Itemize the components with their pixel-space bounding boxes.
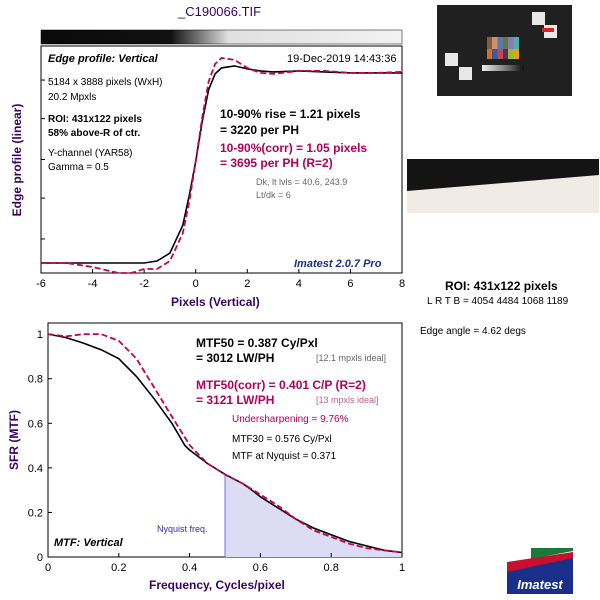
mtf-ytick-label: 0.2 bbox=[28, 507, 43, 519]
mtf30-result: MTF30 = 0.576 Cy/Pxl bbox=[232, 434, 332, 445]
edge-profile-corrected-line bbox=[41, 56, 403, 274]
image-size-info: 5184 x 3888 pixels (WxH) bbox=[48, 77, 163, 88]
rise-corr-per-ph: = 3695 per PH (R=2) bbox=[220, 156, 333, 170]
mtf-ytick-label: 0.4 bbox=[28, 463, 43, 475]
imatest-logo: Imatest bbox=[507, 548, 573, 594]
mtf-ytick-label: 1 bbox=[37, 329, 43, 341]
mtf-ytick-label: 0 bbox=[37, 552, 43, 564]
mtf50-corr-ideal: [13 mpxls ideal] bbox=[316, 395, 379, 405]
nyquist-region bbox=[225, 474, 402, 557]
mtf-xlabel: Frequency, Cycles/pixel bbox=[149, 578, 285, 592]
color-checker-row2 bbox=[487, 49, 519, 59]
edge-profile-xtick-label: 6 bbox=[347, 278, 353, 290]
edge-profile-title: Edge profile: Vertical bbox=[48, 53, 158, 65]
mtf-ytick-label: 0.6 bbox=[28, 418, 43, 430]
rise-corr-result: 10-90%(corr) = 1.05 pixels bbox=[220, 141, 368, 155]
mtf-ylabel: SFR (MTF) bbox=[7, 410, 21, 470]
mtf-title: MTF: Vertical bbox=[54, 537, 123, 549]
mtf50-lwph: = 3012 LW/PH bbox=[196, 351, 275, 365]
edge-angle-label: Edge angle = 4.62 degs bbox=[420, 326, 526, 337]
rise-per-ph: = 3220 per PH bbox=[220, 123, 300, 137]
chart-patch-roi-marker bbox=[542, 28, 554, 32]
edge-profile-xtick-label: -4 bbox=[88, 278, 98, 290]
mtf-corrected-line bbox=[47, 333, 403, 554]
roi-location-info: 58% above-R of ctr. bbox=[48, 128, 141, 139]
megapixel-info: 20.2 Mpxls bbox=[48, 92, 97, 103]
edge-profile-ylabel: Edge profile (linear) bbox=[10, 103, 24, 217]
gray-scale-strip bbox=[482, 65, 524, 71]
edge-profile-frame bbox=[40, 45, 403, 274]
imatest-version: Imatest 2.0.7 Pro bbox=[294, 258, 382, 270]
levels-info: Dk, lt lvls = 40.6, 243.9 bbox=[256, 177, 348, 187]
mtf-plot: 0 0.2 0.4 0.6 0.8 1 0 0.2 0.4 0.6 0.8 1 bbox=[28, 329, 405, 574]
mtf-ytick-label: 0.8 bbox=[28, 374, 43, 386]
edge-profile-xtick-label: 8 bbox=[399, 278, 405, 290]
edge-gradient-strip bbox=[40, 29, 403, 45]
mtf50-corr-lwph: = 3121 LW/PH bbox=[196, 393, 275, 407]
mtf-xtick-label: 1 bbox=[399, 562, 405, 574]
edge-profile-plot: -6 -4 -2 0 2 4 6 8 bbox=[36, 56, 405, 290]
light-dark-ratio: Lt/dk = 6 bbox=[256, 190, 291, 200]
target-thumbnail bbox=[437, 5, 572, 96]
roi-size-info: ROI: 431x122 pixels bbox=[48, 114, 142, 125]
file-title: _C190066.TIF bbox=[178, 4, 262, 19]
chart-patch-white-1 bbox=[445, 53, 458, 66]
chart-patch-white-2 bbox=[459, 67, 472, 80]
logo-text: Imatest bbox=[517, 577, 563, 592]
channel-info: Y-channel (YAR58) bbox=[48, 148, 133, 159]
edge-profile-xtick-label: -2 bbox=[139, 278, 149, 290]
mtf50-ideal: [12.1 mpxls ideal] bbox=[316, 353, 387, 363]
roi-pixels-label: ROI: 431x122 pixels bbox=[445, 279, 558, 293]
mtf-xtick-label: 0.2 bbox=[111, 562, 126, 574]
edge-profile-date: 19-Dec-2019 14:43:36 bbox=[287, 53, 397, 65]
roi-edge-thumbnail bbox=[407, 159, 599, 213]
edge-profile-xtick-label: 4 bbox=[296, 278, 302, 290]
mtf-xtick-label: 0.8 bbox=[324, 562, 339, 574]
logo-swoosh-icon bbox=[507, 548, 573, 572]
edge-profile-xlabel: Pixels (Vertical) bbox=[171, 295, 260, 309]
mtf-xtick-label: 0.6 bbox=[253, 562, 268, 574]
mtf-xtick-label: 0.4 bbox=[182, 562, 197, 574]
mtf-xtick-label: 0 bbox=[45, 562, 51, 574]
undersharpening-result: Undersharpening = 9.76% bbox=[232, 414, 349, 425]
edge-profile-measured-line bbox=[41, 65, 402, 264]
chart-patch-white-3 bbox=[532, 12, 545, 25]
nyquist-label: Nyquist freq. bbox=[157, 524, 208, 534]
mtf50-corr-result: MTF50(corr) = 0.401 C/P (R=2) bbox=[196, 378, 366, 392]
edge-profile-xtick-label: -6 bbox=[36, 278, 46, 290]
mtf50-result: MTF50 = 0.387 Cy/Pxl bbox=[196, 336, 318, 350]
roi-lrtb-coords: L R T B = 4054 4484 1068 1189 bbox=[427, 296, 569, 307]
edge-profile-xtick-label: 2 bbox=[244, 278, 250, 290]
gamma-info: Gamma = 0.5 bbox=[48, 162, 109, 173]
rise-result: 10-90% rise = 1.21 pixels bbox=[220, 107, 361, 121]
edge-profile-xtick-label: 0 bbox=[193, 278, 199, 290]
nyquist-mtf-result: MTF at Nyquist = 0.371 bbox=[232, 451, 337, 462]
